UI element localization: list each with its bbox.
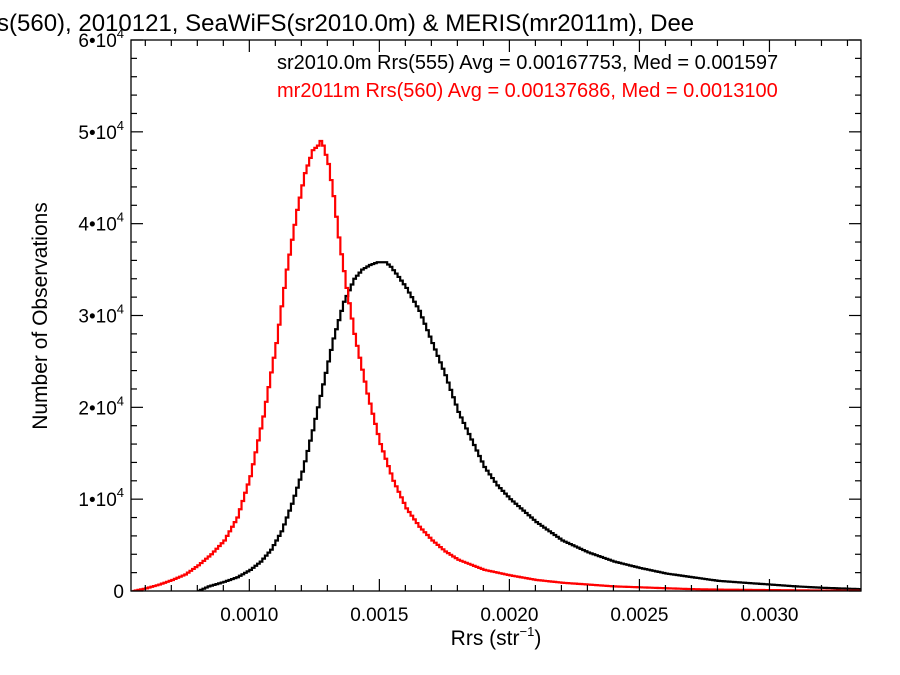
series-line-0	[197, 261, 861, 591]
x-tick-label: 0.0025	[610, 605, 668, 626]
y-tick-mantissa: 6•10	[78, 31, 116, 52]
legend-entry-sr2010: sr2010.0m Rrs(555) Avg = 0.00167753, Med…	[277, 52, 778, 74]
y-tick-label: 0	[113, 582, 124, 603]
x-tick-label: 0.0010	[220, 605, 278, 626]
y-tick-mantissa: 1•10	[78, 490, 116, 511]
y-axis-label: Number of Observations	[29, 202, 52, 430]
x-tick-label: 0.0030	[740, 605, 798, 626]
y-tick-mantissa: 2•10	[78, 398, 116, 419]
y-tick-exponent: 4	[117, 393, 124, 408]
x-axis-label-base: Rrs (str	[451, 627, 520, 650]
y-tick-mantissa: 4•10	[78, 215, 116, 236]
y-tick-label: 4•104	[78, 210, 124, 236]
x-axis-label-sup: −1	[520, 624, 535, 639]
series-layer	[132, 139, 861, 591]
x-axis-label-close: )	[534, 627, 541, 650]
y-tick-mantissa: 3•10	[78, 307, 116, 328]
ticks-layer: 0.0010 0.0015 0.0020 0.0025 0.003001•1042•10…	[78, 26, 861, 626]
y-tick-label: 5•104	[78, 118, 124, 144]
y-tick-exponent: 4	[117, 485, 124, 500]
x-axis-label: Rrs (str−1)	[451, 624, 542, 650]
x-tick-label: 0.0020	[480, 605, 538, 626]
y-tick-exponent: 4	[117, 302, 124, 317]
y-tick-label: 1•104	[78, 485, 124, 511]
series-line-1	[132, 139, 861, 591]
y-tick-mantissa: 0	[113, 582, 124, 603]
y-tick-exponent: 4	[117, 26, 124, 41]
legend: sr2010.0m Rrs(555) Avg = 0.00167753, Med…	[277, 52, 778, 102]
chart-title: s(560), 2010121, SeaWiFS(sr2010.0m) & ME…	[0, 10, 694, 37]
y-tick-exponent: 4	[117, 118, 124, 133]
y-tick-label: 3•104	[78, 302, 124, 328]
y-tick-exponent: 4	[117, 210, 124, 225]
legend-entry-mr2011m: mr2011m Rrs(560) Avg = 0.00137686, Med =…	[277, 80, 778, 102]
y-tick-label: 6•104	[78, 26, 124, 52]
x-tick-label: 0.0015	[350, 605, 408, 626]
y-tick-mantissa: 5•10	[78, 123, 116, 144]
y-tick-label: 2•104	[78, 393, 124, 419]
